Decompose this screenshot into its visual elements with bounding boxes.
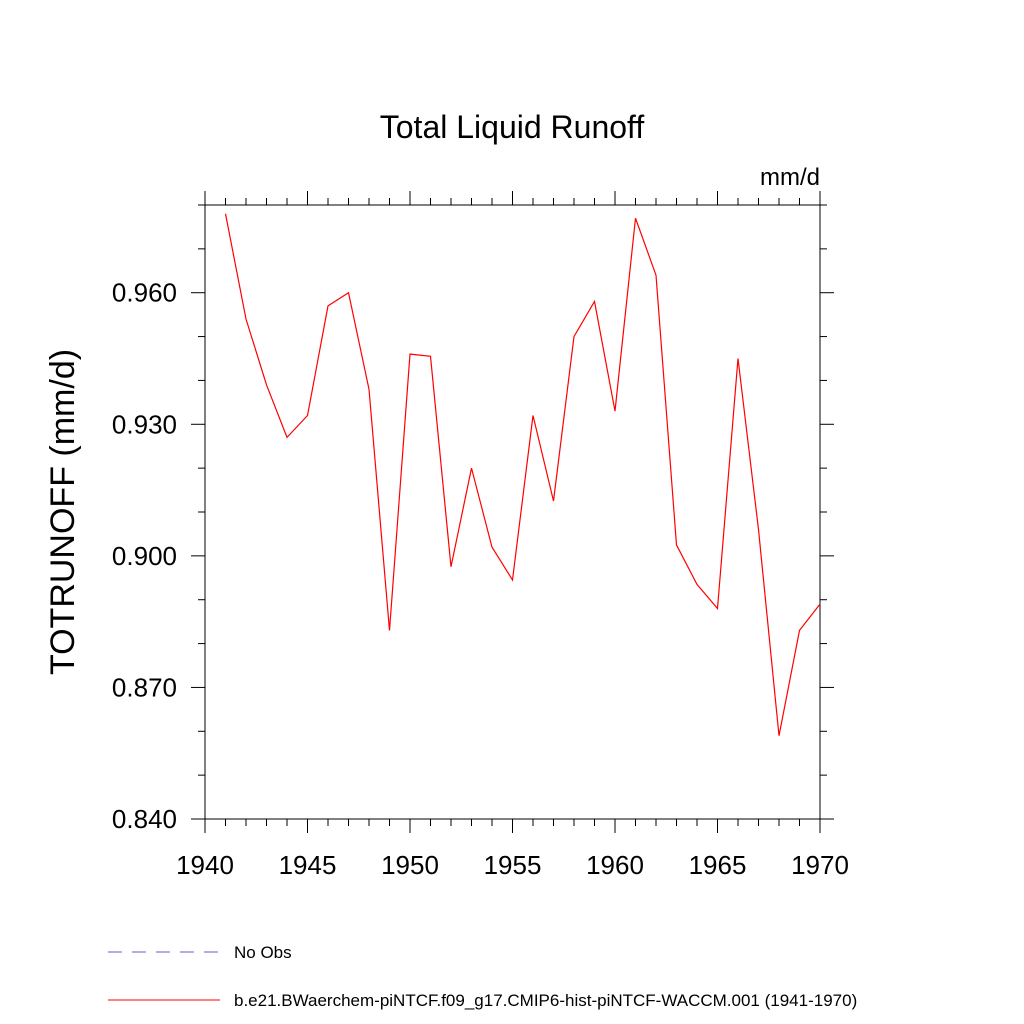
plot-lines xyxy=(224,213,821,736)
y-tick-label: 0.930 xyxy=(112,409,177,439)
ticks: 1940 1945 1950 1955 1960 1965 1970 0.840 0.870 0.… xyxy=(112,191,849,880)
x-tick-label: 1960 xyxy=(586,850,644,880)
legend-label: b.e21.BWaerchem-piNTCF.f09_g17.CMIP6-his… xyxy=(234,991,857,1010)
x-tick-label: 1950 xyxy=(381,850,439,880)
plot-frame xyxy=(204,204,821,820)
y-axis-label: TOTRUNOFF (mm/d) xyxy=(44,349,82,675)
axes xyxy=(204,204,821,820)
y-tick-label: 0.900 xyxy=(112,541,177,571)
y-tick-label: 0.960 xyxy=(112,278,177,308)
x-tick-label: 1940 xyxy=(176,850,234,880)
y-tick-label: 0.840 xyxy=(112,804,177,834)
series-line xyxy=(224,213,821,736)
legend-label: No Obs xyxy=(234,943,292,962)
units-label: mm/d xyxy=(760,164,820,191)
x-tick-label: 1945 xyxy=(279,850,337,880)
x-tick-label: 1955 xyxy=(484,850,542,880)
legend: No Obs b.e21.BWaerchem-piNTCF.f09_g17.CMI… xyxy=(108,943,857,1010)
x-tick-label: 1965 xyxy=(689,850,747,880)
chart-title: Total Liquid Runoff xyxy=(380,109,645,145)
y-tick-label: 0.870 xyxy=(112,672,177,702)
x-tick-label: 1970 xyxy=(791,850,849,880)
